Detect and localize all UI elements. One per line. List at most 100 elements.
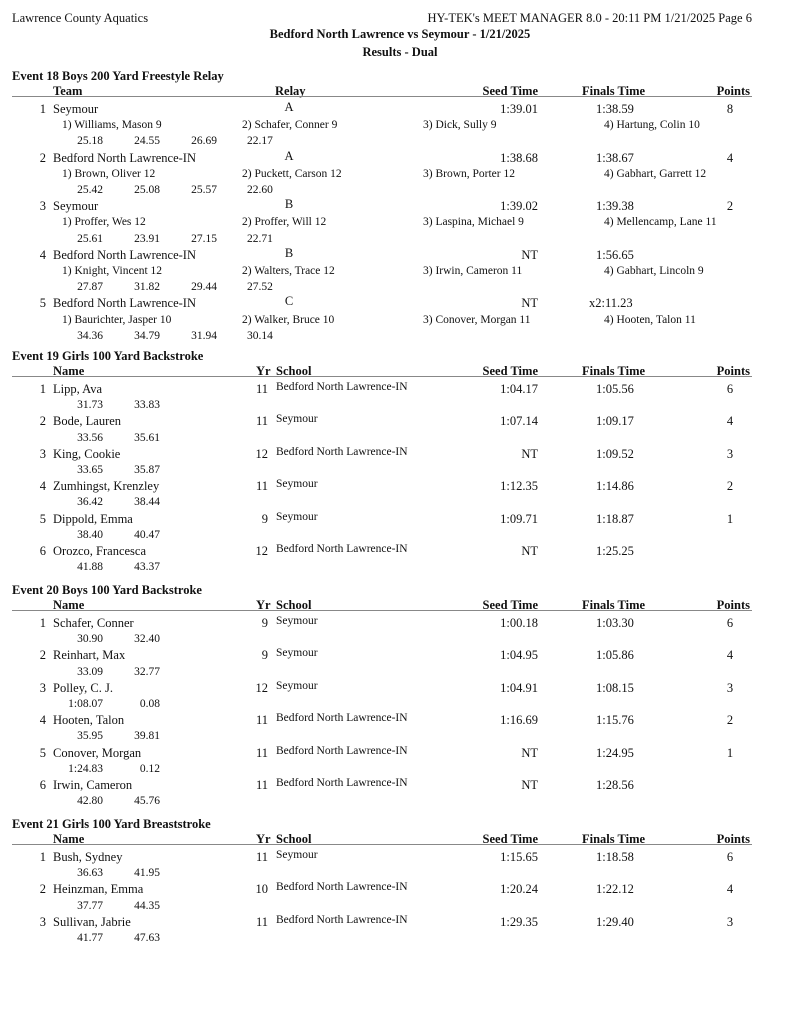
result-school: Seymour [276, 679, 318, 692]
result-seed-time: 1:39.01 [500, 102, 538, 116]
split-time: 27.52 [247, 281, 273, 294]
result-school: Seymour [276, 510, 318, 523]
result-seed-time: NT [521, 296, 538, 311]
result-relay-letter: A [284, 148, 294, 163]
column-header-school: School [276, 364, 312, 378]
result-name: Irwin, Cameron [53, 778, 133, 792]
relay-swimmer: 3) Laspina, Michael 9 [423, 216, 524, 229]
result-seed-time: 1:20.24 [500, 882, 538, 897]
result-school: Seymour [276, 615, 318, 627]
result-seed-time: 1:39.02 [500, 199, 538, 214]
column-header-school: School [276, 832, 312, 846]
split-time: 47.63 [134, 932, 160, 944]
result-finals-time: 1:15.76 [596, 713, 634, 728]
split-time: 32.77 [134, 665, 160, 678]
result-finals-time: x2:11.23 [589, 296, 633, 311]
split-time: 39.81 [134, 730, 160, 743]
split-time: 0.12 [139, 762, 160, 775]
result-school: Bedford North Lawrence-IN [276, 881, 408, 894]
result-year: 11 [255, 778, 268, 792]
result-seed-time: 1:12.35 [500, 479, 538, 494]
software-page-info: HY-TEK's MEET MANAGER 8.0 - 20:11 PM 1/2… [427, 11, 752, 25]
results-subtitle: Results - Dual [362, 45, 438, 59]
result-year: 12 [255, 680, 269, 695]
relay-swimmer: 2) Schafer, Conner 9 [242, 119, 338, 132]
result-place: 3 [39, 914, 46, 929]
result-points: 6 [726, 850, 734, 864]
header-divider [12, 844, 752, 845]
result-team: Bedford North Lawrence-IN [53, 150, 196, 165]
result-points: 4 [726, 648, 734, 663]
split-time: 38.44 [134, 496, 160, 509]
result-school: Bedford North Lawrence-IN [276, 445, 408, 458]
column-header-points: Points [716, 364, 750, 378]
column-header-seed-time: Seed Time [482, 364, 538, 378]
split-time: 41.77 [77, 932, 103, 944]
result-year: 9 [261, 648, 268, 663]
split-time: 36.63 [77, 867, 103, 880]
result-seed-time: 1:07.14 [500, 414, 538, 429]
split-time: 25.42 [77, 184, 103, 196]
result-points: 2 [726, 479, 734, 494]
split-time: 27.87 [77, 281, 103, 294]
meet-title: Bedford North Lawrence vs Seymour - 1/21… [269, 27, 531, 41]
result-place: 6 [39, 544, 46, 558]
result-year: 11 [255, 745, 268, 760]
result-year: 11 [255, 850, 268, 864]
split-time: 35.95 [77, 730, 103, 743]
header-divider [12, 376, 752, 377]
split-time: 29.44 [191, 281, 217, 294]
result-place: 1 [39, 850, 46, 864]
result-seed-time: 1:04.95 [500, 648, 538, 663]
result-place: 4 [39, 247, 46, 262]
result-relay-letter: B [284, 245, 294, 260]
column-header-points: Points [716, 84, 750, 98]
result-seed-time: 1:04.91 [500, 680, 538, 695]
relay-swimmer: 3) Conover, Morgan 11 [423, 313, 531, 326]
result-name: Hooten, Talon [53, 713, 125, 728]
result-finals-time: 1:38.67 [596, 150, 634, 165]
result-finals-time: 1:08.15 [596, 680, 634, 695]
result-place: 4 [39, 479, 46, 494]
column-header-seed-time: Seed Time [482, 84, 538, 98]
result-points: 3 [726, 680, 734, 695]
result-points: 1 [726, 511, 734, 526]
column-header-yr: Yr [256, 832, 271, 846]
result-finals-time: 1:38.59 [596, 102, 634, 116]
result-school: Seymour [276, 849, 318, 861]
result-points: 1 [726, 745, 734, 760]
result-finals-time: 1:03.30 [596, 616, 634, 630]
relay-swimmer: 2) Walker, Bruce 10 [242, 313, 335, 326]
result-seed-time: NT [521, 446, 538, 461]
result-year: 11 [255, 479, 268, 494]
split-time: 25.18 [77, 135, 103, 148]
result-seed-time: 1:16.69 [500, 713, 538, 728]
split-time: 22.71 [247, 232, 273, 245]
relay-swimmer: 1) Knight, Vincent 12 [62, 265, 163, 277]
split-time: 33.83 [134, 399, 160, 412]
result-finals-time: 1:28.56 [596, 778, 634, 792]
event-title: Event 18 Boys 200 Yard Freestyle Relay [12, 69, 224, 83]
result-points: 2 [726, 713, 734, 728]
result-year: 12 [255, 446, 269, 461]
split-time: 35.61 [134, 431, 160, 444]
result-school: Bedford North Lawrence-IN [276, 744, 408, 757]
split-time: 44.35 [134, 899, 160, 912]
result-name: Sullivan, Jabrie [53, 914, 131, 929]
result-year: 9 [261, 616, 268, 630]
column-header-finals-time: Finals Time [582, 832, 646, 846]
column-header-name: Name [53, 832, 85, 846]
result-name: Zumhingst, Krenzley [53, 479, 160, 494]
result-year: 11 [255, 414, 268, 429]
result-name: Lipp, Ava [53, 382, 103, 396]
split-time: 36.42 [77, 496, 103, 509]
result-seed-time: 1:00.18 [500, 616, 538, 630]
result-name: Heinzman, Emma [53, 882, 144, 897]
result-place: 6 [39, 778, 46, 792]
result-place: 3 [39, 680, 46, 695]
relay-swimmer: 2) Proffer, Will 12 [242, 216, 327, 229]
column-header-name: Name [53, 598, 85, 612]
result-seed-time: 1:38.68 [500, 150, 538, 165]
split-time: 41.95 [134, 867, 160, 880]
